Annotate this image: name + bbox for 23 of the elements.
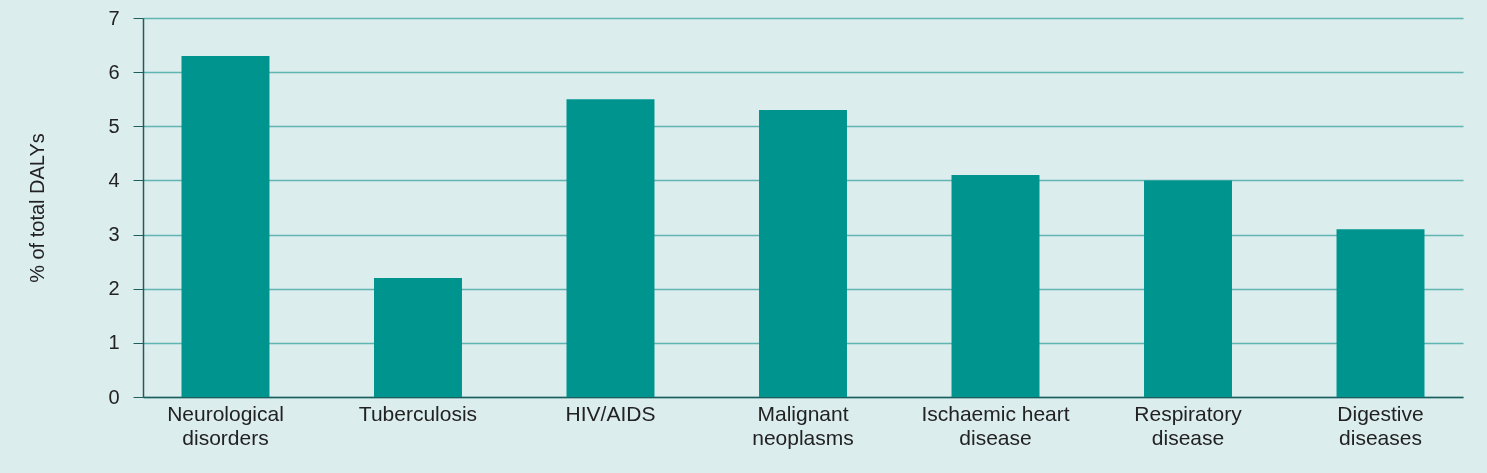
bar bbox=[566, 99, 655, 397]
bar bbox=[374, 277, 462, 397]
y-tick-label: 3 bbox=[108, 223, 120, 246]
y-tick-label: 2 bbox=[108, 277, 120, 300]
x-tick-label: Malignant neoplasms bbox=[752, 401, 854, 449]
y-tick-label: 5 bbox=[108, 114, 120, 137]
bar bbox=[759, 110, 847, 397]
bar bbox=[181, 55, 270, 397]
x-tick-label: Neurological disorders bbox=[167, 401, 284, 449]
y-tick-label: 1 bbox=[108, 331, 120, 354]
y-tick-label: 0 bbox=[108, 385, 120, 408]
bar bbox=[1144, 180, 1232, 397]
x-tick-label: Tuberculosis bbox=[358, 401, 478, 425]
bar bbox=[1336, 229, 1425, 397]
y-tick-label: 7 bbox=[108, 6, 120, 29]
x-tick-label: Respiratory disease bbox=[1134, 401, 1243, 449]
y-tick-label: 6 bbox=[108, 60, 120, 83]
y-tick-label: 4 bbox=[108, 168, 120, 191]
y-axis-title: % of total DALYs bbox=[26, 133, 49, 283]
bar bbox=[951, 175, 1040, 397]
x-tick-label: HIV/AIDS bbox=[565, 401, 656, 425]
x-tick-label: Ischaemic heart disease bbox=[921, 401, 1070, 449]
x-tick-label: Digestive diseases bbox=[1337, 401, 1424, 449]
